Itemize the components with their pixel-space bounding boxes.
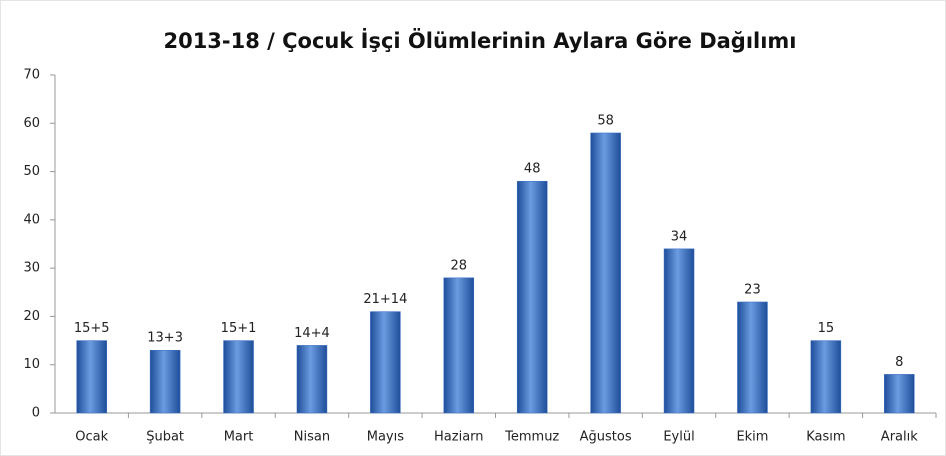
data-label: 34 (671, 229, 688, 244)
data-label: 15+1 (221, 321, 257, 336)
y-tick-label: 0 (32, 406, 40, 421)
data-label: 15 (818, 321, 835, 336)
x-tick-label: Eylül (663, 430, 694, 445)
data-label: 8 (895, 355, 903, 370)
bar (516, 180, 548, 414)
bar (884, 374, 915, 414)
x-tick-label: Ağustos (580, 430, 632, 445)
data-label: 15+5 (74, 321, 110, 336)
x-tick-label: Aralık (881, 430, 918, 445)
bar (296, 345, 328, 414)
bar (76, 340, 107, 414)
data-label: 23 (744, 282, 761, 297)
y-tick-label: 70 (23, 68, 40, 83)
y-tick-label: 20 (23, 309, 40, 324)
bar (590, 132, 621, 414)
bar (443, 277, 475, 414)
bar (663, 248, 695, 414)
x-tick-label: Mart (224, 430, 254, 445)
data-label: 21+14 (363, 292, 407, 307)
x-tick-label: Nisan (294, 430, 330, 445)
x-tick-label: Kasım (806, 430, 845, 445)
x-tick-label: Temmuz (504, 430, 559, 445)
chart-title: 2013-18 / Çocuk İşçi Ölümlerinin Aylara … (163, 28, 796, 53)
y-tick-label: 50 (23, 164, 40, 179)
bar (370, 311, 401, 414)
data-label: 13+3 (147, 331, 183, 346)
y-tick-label: 40 (23, 212, 40, 227)
bar (223, 340, 254, 414)
x-tick-label: Haziarn (434, 430, 484, 445)
data-label: 48 (524, 162, 541, 177)
x-tick-label: Şubat (146, 430, 184, 445)
x-tick-label: Ekim (736, 430, 768, 445)
bar (810, 340, 842, 414)
data-label: 58 (597, 113, 614, 128)
data-label: 28 (451, 258, 468, 273)
bar (149, 349, 181, 414)
data-label: 14+4 (294, 326, 330, 341)
bar (737, 301, 768, 414)
y-tick-label: 60 (23, 116, 40, 131)
x-tick-label: Mayıs (367, 430, 404, 445)
y-tick-label: 10 (23, 357, 40, 372)
x-tick-label: Ocak (75, 430, 108, 445)
y-tick-label: 30 (23, 261, 40, 276)
